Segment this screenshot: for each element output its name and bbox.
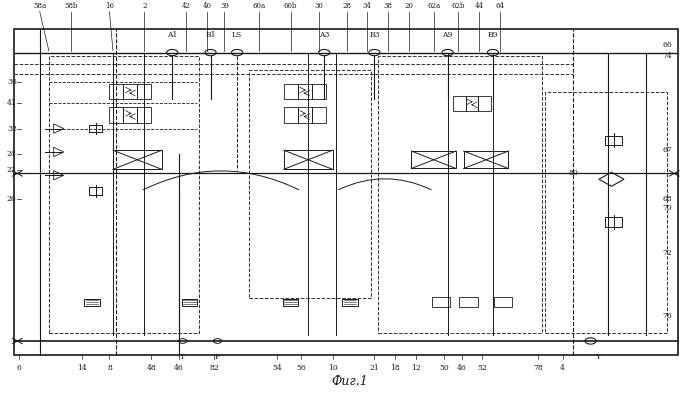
Text: 12: 12 bbox=[412, 364, 421, 372]
Bar bbox=[283, 299, 298, 305]
Text: 46: 46 bbox=[174, 364, 184, 372]
Text: 16: 16 bbox=[105, 2, 114, 10]
Bar bbox=[494, 297, 512, 307]
Bar bbox=[432, 297, 449, 307]
Text: 78: 78 bbox=[533, 364, 543, 372]
Bar bbox=[249, 70, 371, 298]
Text: 50: 50 bbox=[440, 364, 449, 372]
Bar bbox=[109, 107, 123, 123]
Text: 54: 54 bbox=[272, 364, 281, 372]
Bar bbox=[298, 107, 312, 123]
Text: 80: 80 bbox=[568, 169, 578, 177]
Text: T: T bbox=[180, 353, 186, 361]
Text: 14: 14 bbox=[77, 364, 86, 372]
Text: 24: 24 bbox=[7, 150, 17, 158]
Text: A1: A1 bbox=[167, 31, 177, 39]
Text: 56: 56 bbox=[296, 364, 306, 372]
Text: 58b: 58b bbox=[64, 2, 78, 10]
Bar bbox=[88, 125, 102, 132]
Text: 10: 10 bbox=[328, 364, 337, 372]
Text: 72: 72 bbox=[662, 249, 672, 257]
Text: 52: 52 bbox=[477, 364, 487, 372]
Bar bbox=[312, 84, 326, 100]
Text: 62b: 62b bbox=[452, 2, 465, 10]
Text: 8: 8 bbox=[107, 364, 112, 372]
Bar bbox=[412, 151, 456, 169]
Text: 68: 68 bbox=[662, 195, 672, 203]
Bar bbox=[284, 107, 298, 123]
Text: LS: LS bbox=[232, 31, 242, 39]
Text: 21: 21 bbox=[370, 364, 379, 372]
Text: 28: 28 bbox=[342, 2, 351, 10]
Text: 32: 32 bbox=[7, 124, 17, 133]
Bar bbox=[49, 56, 199, 333]
Bar bbox=[14, 29, 678, 355]
Text: P: P bbox=[215, 353, 220, 361]
Text: 39: 39 bbox=[220, 2, 229, 10]
Text: 67: 67 bbox=[662, 146, 672, 154]
Bar bbox=[88, 187, 102, 195]
Text: 22: 22 bbox=[7, 166, 17, 173]
Bar bbox=[85, 299, 99, 305]
Text: 6: 6 bbox=[16, 364, 21, 372]
Text: 60b: 60b bbox=[284, 2, 298, 10]
Bar bbox=[182, 299, 197, 305]
Text: 82: 82 bbox=[209, 364, 219, 372]
Bar bbox=[453, 96, 466, 111]
Bar bbox=[478, 96, 491, 111]
Text: 60a: 60a bbox=[253, 2, 266, 10]
Bar bbox=[463, 151, 508, 169]
Text: 42: 42 bbox=[182, 2, 190, 10]
Text: 70: 70 bbox=[662, 205, 672, 213]
Text: 41: 41 bbox=[7, 99, 17, 107]
Bar bbox=[298, 84, 312, 100]
Text: 20: 20 bbox=[405, 2, 414, 10]
Text: 26: 26 bbox=[7, 195, 17, 203]
Bar bbox=[606, 135, 622, 145]
Bar bbox=[109, 84, 123, 100]
Bar bbox=[137, 84, 151, 100]
Bar bbox=[123, 107, 137, 123]
Text: 62a: 62a bbox=[427, 2, 440, 10]
Text: 44: 44 bbox=[475, 2, 484, 10]
Bar bbox=[342, 299, 358, 305]
Bar bbox=[466, 96, 478, 111]
Text: B3: B3 bbox=[369, 31, 379, 39]
Bar bbox=[545, 92, 667, 333]
Text: Y: Y bbox=[595, 353, 600, 361]
Text: 40: 40 bbox=[202, 2, 211, 10]
Text: 46: 46 bbox=[456, 364, 466, 372]
Bar bbox=[123, 84, 137, 100]
Bar bbox=[459, 297, 477, 307]
Bar bbox=[113, 150, 162, 169]
Text: 30: 30 bbox=[314, 2, 323, 10]
Text: 76: 76 bbox=[662, 312, 672, 320]
Text: B9: B9 bbox=[488, 31, 498, 39]
Bar bbox=[284, 84, 298, 100]
Text: 64: 64 bbox=[496, 2, 505, 10]
Text: 4: 4 bbox=[560, 364, 565, 372]
Bar bbox=[606, 217, 622, 227]
Bar bbox=[137, 107, 151, 123]
Text: Фиг.1: Фиг.1 bbox=[332, 375, 368, 388]
Bar bbox=[284, 150, 332, 169]
Bar bbox=[378, 56, 542, 333]
Text: B1: B1 bbox=[205, 31, 216, 39]
Text: 48: 48 bbox=[146, 364, 156, 372]
Text: 36: 36 bbox=[7, 78, 17, 86]
Text: 66: 66 bbox=[662, 41, 672, 49]
Text: 74: 74 bbox=[662, 53, 672, 60]
Text: A3: A3 bbox=[319, 31, 330, 39]
Text: 58a: 58a bbox=[33, 2, 46, 10]
Text: 18: 18 bbox=[391, 364, 400, 372]
Bar bbox=[312, 107, 326, 123]
Text: 34: 34 bbox=[363, 2, 372, 10]
Text: 38: 38 bbox=[384, 2, 393, 10]
Text: 2: 2 bbox=[142, 2, 146, 10]
Text: A9: A9 bbox=[442, 31, 453, 39]
